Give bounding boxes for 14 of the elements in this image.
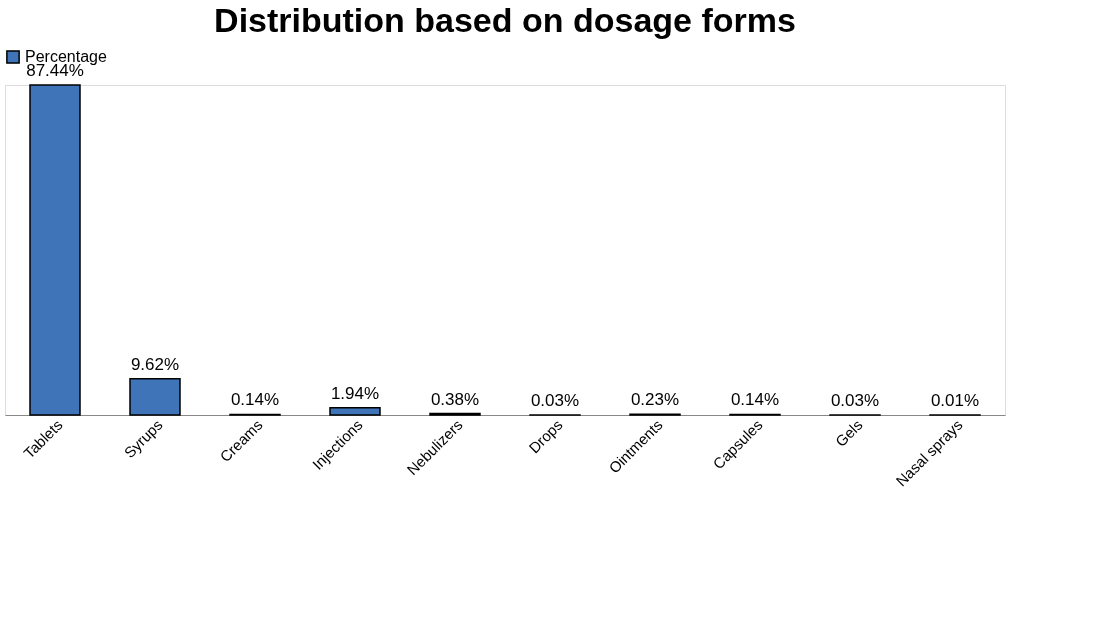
data-label: 0.23%	[630, 390, 680, 410]
bar	[129, 377, 181, 416]
data-label: 0.01%	[930, 390, 980, 410]
data-label: 0.03%	[530, 390, 580, 410]
data-label: 0.03%	[830, 390, 880, 410]
data-label: 0.14%	[230, 390, 280, 410]
bar	[329, 406, 381, 416]
data-label: 1.94%	[330, 383, 380, 403]
data-label: 0.14%	[730, 390, 780, 410]
bar	[29, 84, 81, 416]
chart-title: Distribution based on dosage forms	[214, 1, 796, 39]
x-tick-label: Gels	[831, 416, 866, 450]
data-label: 9.62%	[130, 354, 180, 374]
data-label: 0.38%	[430, 389, 480, 409]
